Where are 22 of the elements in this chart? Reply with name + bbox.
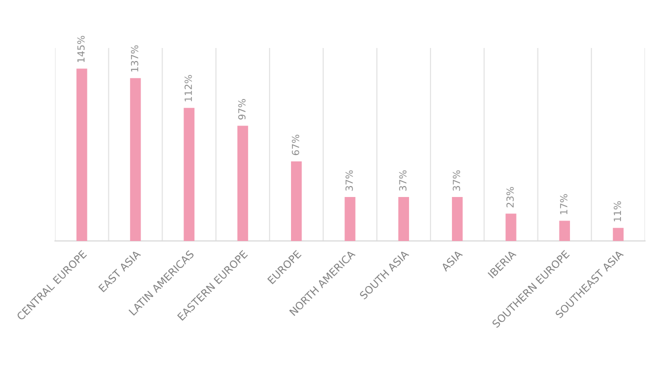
data-label: 37% bbox=[399, 170, 406, 191]
data-label: 37% bbox=[452, 170, 460, 191]
data-label: 97% bbox=[238, 99, 246, 120]
data-label: 17% bbox=[560, 194, 568, 214]
bar bbox=[76, 68, 88, 241]
bar bbox=[237, 126, 248, 241]
data-label: 37% bbox=[345, 170, 353, 191]
bar bbox=[130, 78, 141, 241]
bar bbox=[184, 108, 194, 241]
data-label: 67% bbox=[292, 134, 300, 156]
data-label: 137% bbox=[130, 45, 138, 72]
data-label: 23% bbox=[506, 186, 514, 208]
bar bbox=[612, 228, 624, 241]
bar bbox=[291, 161, 302, 241]
bar bbox=[344, 196, 356, 241]
data-label: 11% bbox=[614, 201, 622, 222]
bar bbox=[506, 214, 516, 241]
data-label: 145% bbox=[77, 36, 85, 62]
data-label: 112% bbox=[184, 75, 192, 102]
bar bbox=[452, 196, 463, 241]
bar bbox=[559, 220, 570, 241]
bar bbox=[398, 196, 410, 241]
